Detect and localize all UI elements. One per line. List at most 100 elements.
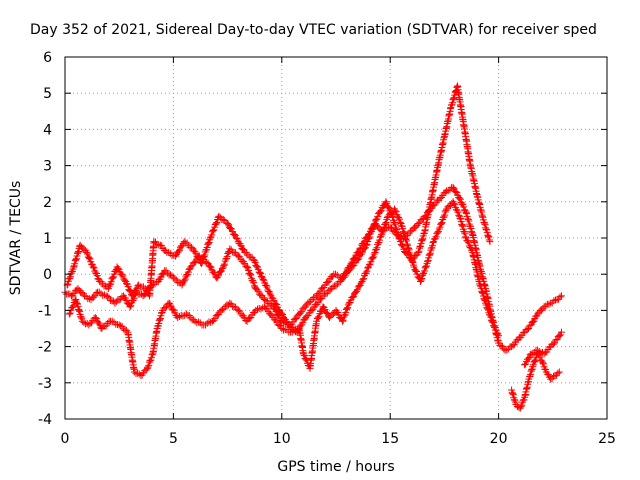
data-point (256, 269, 264, 277)
data-point (391, 221, 399, 229)
data-point (201, 251, 209, 259)
data-point (438, 219, 446, 227)
data-point (198, 258, 206, 266)
data-point (191, 247, 199, 255)
data-point (265, 299, 273, 307)
data-point (386, 223, 394, 231)
data-point (464, 216, 472, 224)
data-point (226, 245, 234, 253)
data-point (115, 296, 123, 304)
data-point (241, 259, 249, 267)
data-point (182, 272, 190, 280)
data-point (219, 305, 227, 313)
data-point (482, 225, 490, 233)
data-point (408, 258, 416, 266)
data-point (243, 263, 251, 271)
data-point (481, 295, 489, 303)
series-track-d (508, 350, 563, 412)
data-point (503, 346, 511, 354)
data-point (212, 220, 220, 228)
y-tick-label: -1 (38, 303, 52, 319)
data-point (75, 306, 83, 314)
data-point (195, 318, 203, 326)
data-point (121, 276, 129, 284)
data-point (467, 225, 475, 233)
data-point (383, 199, 391, 207)
data-point (332, 270, 340, 278)
data-point (517, 403, 525, 411)
data-point (255, 268, 263, 276)
data-point (417, 277, 425, 285)
data-point (74, 285, 82, 293)
data-point (65, 310, 73, 318)
data-point (192, 249, 200, 257)
data-point (527, 370, 535, 378)
data-point (216, 214, 224, 222)
data-point (488, 317, 496, 325)
x-axis-label: GPS time / hours (277, 459, 394, 475)
data-point (345, 267, 353, 275)
data-point (366, 233, 374, 241)
data-point (461, 230, 469, 238)
data-point (83, 250, 91, 258)
data-point (120, 325, 128, 333)
data-point (203, 243, 211, 251)
data-point (279, 310, 287, 318)
data-point (402, 235, 410, 243)
data-point (137, 290, 145, 298)
data-point (550, 297, 558, 305)
data-point (535, 347, 543, 355)
data-point (175, 246, 183, 254)
data-point (74, 249, 82, 257)
data-point (201, 321, 209, 329)
data-point (75, 247, 83, 255)
data-point (369, 254, 377, 262)
data-point (104, 292, 112, 300)
data-point (80, 318, 88, 326)
data-point (69, 303, 77, 311)
data-point (456, 214, 464, 222)
data-point (250, 279, 258, 287)
data-point (437, 220, 445, 228)
data-point (355, 255, 363, 263)
data-point (353, 286, 361, 294)
data-point (236, 253, 244, 261)
data-point (372, 216, 380, 224)
data-point (234, 306, 242, 314)
data-point (239, 258, 247, 266)
data-point (359, 276, 367, 284)
y-tick-label: 0 (43, 267, 52, 283)
data-point (484, 306, 492, 314)
data-point (226, 299, 234, 307)
data-point (399, 242, 407, 250)
data-point (373, 244, 381, 252)
y-axis-label: SDTVAR / TECUs (8, 181, 24, 296)
data-point (187, 263, 195, 271)
data-point (509, 391, 517, 399)
data-point (550, 372, 558, 380)
data-point (489, 319, 497, 327)
plot-frame (64, 56, 608, 420)
data-point (485, 236, 493, 244)
data-point (407, 253, 415, 261)
data-point (153, 240, 161, 248)
data-point (349, 293, 357, 301)
data-point (259, 275, 267, 283)
data-point (459, 222, 467, 230)
data-point (206, 236, 214, 244)
y-tick-label: -2 (38, 340, 52, 356)
data-point (449, 183, 457, 191)
data-point (234, 252, 242, 260)
data-point (123, 280, 131, 288)
data-point (171, 274, 179, 282)
data-point (74, 303, 82, 311)
data-point (539, 360, 547, 368)
data-point (412, 267, 420, 275)
data-point (126, 303, 134, 311)
data-point (233, 235, 241, 243)
data-point (450, 199, 458, 207)
data-point (200, 252, 208, 260)
data-point (155, 319, 163, 327)
data-point (182, 310, 190, 318)
data-point (392, 208, 400, 216)
